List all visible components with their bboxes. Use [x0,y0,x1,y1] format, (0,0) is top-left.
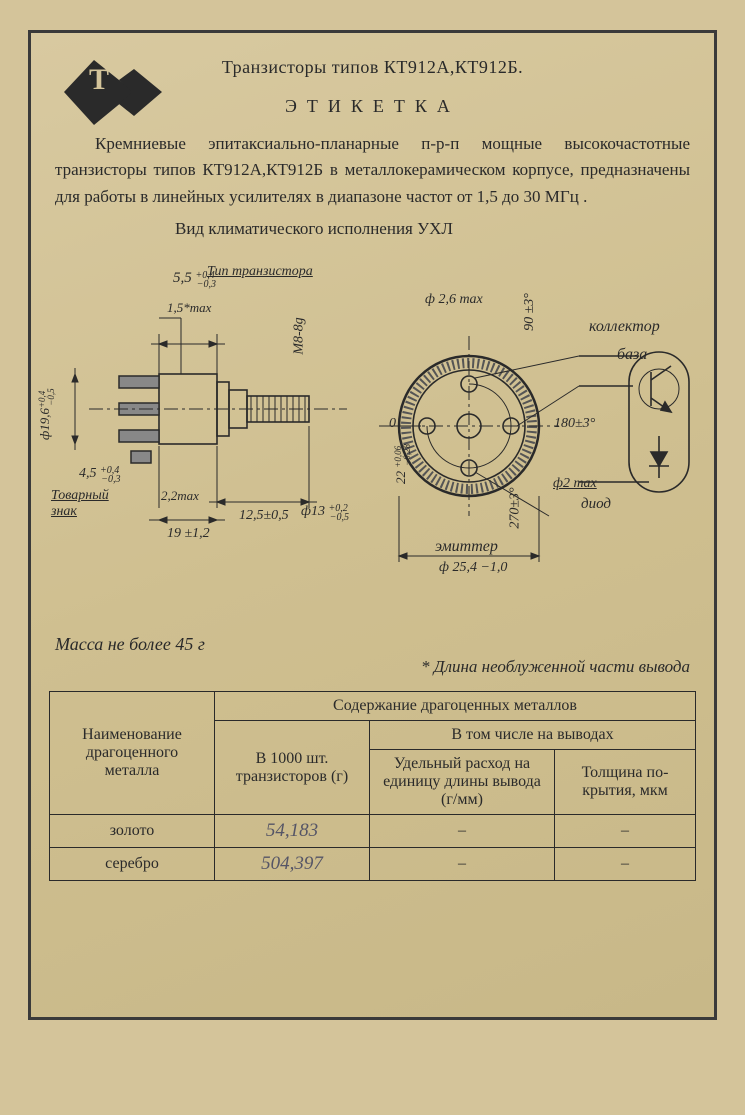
mass-note: Масса не более 45 г [55,634,690,655]
cell-rate-gold: – [370,815,555,848]
cell-thick-gold: – [555,815,696,848]
th-leads: В том числе на выводах [370,721,696,750]
th-rate: Удельный расход на единицу длины вывода … [370,750,555,815]
description-paragraph: Кремниевые эпитаксиально-планарные п-р-п… [55,131,690,210]
dim-22: 22 +0,06−0,28 [393,424,409,484]
dim-f2: ф2 max [553,476,597,492]
cell-thick-silver: – [555,848,696,881]
svg-text:Т: Т [89,63,109,96]
cell-g-silver: 504,397 [215,848,370,881]
th-per1000: В 1000 шт. транзисторов (г) [215,721,370,815]
dim-13: ф13 +0,2−0,5 [301,504,367,520]
dim-19: 19 ±1,2 [167,526,210,542]
label-emitter: эмиттер [435,538,498,556]
dim-19-6: ф19,6+0,4−0,5 [37,374,53,441]
label-kollektor: коллектор [589,318,660,336]
description-climatic: Вид климатического исполнения УХЛ [55,216,690,242]
table-row: золото 54,183 – – [50,815,696,848]
cell-g-gold: 54,183 [215,815,370,848]
dim-4-5: 4,5 +0,4−0,3 [79,466,139,482]
dim-2-2: 2,2max [161,488,199,504]
footnote: * Длина необлуженной части вывода [55,657,690,677]
dim-m8: М8-8g [292,318,308,355]
th-thickness: Толщина по-крытия, мкм [555,750,696,815]
label-diod: диод [581,496,611,513]
cell-rate-silver: – [370,848,555,881]
label-znak: Товарный знак [51,488,109,520]
dim-270: 270±3° [508,488,524,529]
dim-2-6: ф 2,6 max [425,292,483,308]
label-tip: Тип транзистора [207,264,313,280]
th-content: Содержание драгоценных металлов [215,692,696,721]
label-baza: база [617,346,647,364]
dim-25-4: ф 25,4 −1,0 [439,560,507,576]
precious-metals-table: Наименование драгоценного металла Содерж… [49,691,696,881]
dim-90: 90 ±3° [522,293,538,331]
dim-180: 180±3° [554,416,595,432]
cell-name-silver: серебро [50,848,215,881]
dim-12-5: 12,5±0,5 [239,508,289,524]
logo-icon: Т [59,55,169,130]
th-metal: Наименование драгоценного металла [50,692,215,815]
table-row: серебро 504,397 – – [50,848,696,881]
dim-1-5max: 1,5*max [167,300,211,316]
dim-zero: 0 [389,416,396,432]
cell-name-gold: золото [50,815,215,848]
technical-drawing: 5,5 +0,4−0,3 1,5*max Тип транзистора М8-… [49,256,696,626]
